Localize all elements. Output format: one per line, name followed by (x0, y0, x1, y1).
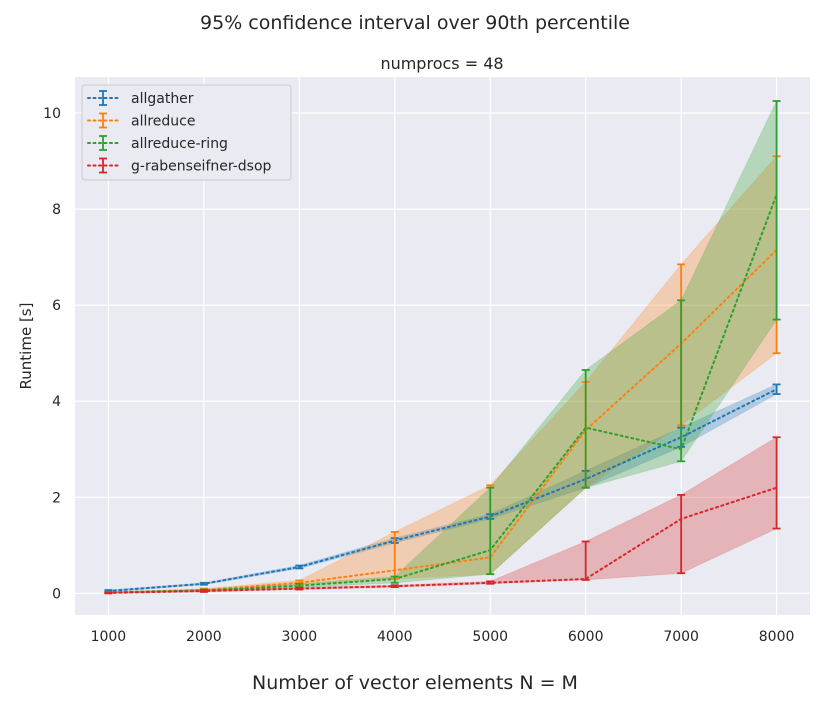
legend-item-allgather: allgather (87, 90, 194, 107)
legend-box (81, 84, 292, 181)
x-tick-label: 1000 (91, 629, 127, 645)
y-tick-label: 8 (52, 202, 61, 218)
y-tick-labels: 0 2 4 6 8 10 (43, 106, 61, 602)
series-line-g-rabenseifner-dsop (107, 486, 778, 594)
legend-item-allreduce-ring: allreduce-ring (87, 135, 228, 152)
x-tick-label: 6000 (568, 629, 604, 645)
x-tick-label: 8000 (759, 629, 795, 645)
legend-item-g-rabenseifner-dsop: g-rabenseifner-dsop (87, 157, 272, 175)
figure-suptitle: 95% confidence interval over 90th percen… (200, 12, 630, 34)
x-tick-label: 3000 (281, 629, 317, 645)
legend-label-allreduce: allreduce (131, 114, 196, 130)
legend-item-allreduce: allreduce (87, 112, 196, 130)
legend-label-allreduce-ring: allreduce-ring (131, 136, 228, 152)
y-tick-label: 2 (52, 490, 61, 506)
y-tick-label: 6 (52, 298, 61, 314)
y-tick-label: 4 (52, 394, 61, 410)
x-tick-label: 7000 (663, 629, 699, 645)
y-tick-label: 0 (52, 586, 61, 602)
legend: allgather allreduce allreduce-ring g-rabens… (81, 84, 292, 181)
legend-label-g-rabenseifner-dsop: g-rabenseifner-dsop (131, 159, 272, 175)
x-tick-label: 4000 (377, 629, 413, 645)
series-lines (107, 193, 778, 594)
error-bars (104, 100, 781, 595)
subplot-title: numprocs = 48 (380, 54, 503, 73)
x-axis-label: Number of vector elements N = M (252, 672, 578, 694)
y-axis-label: Runtime [s] (17, 303, 35, 390)
x-tick-labels: 1000 2000 3000 4000 5000 6000 7000 8000 (91, 629, 795, 645)
x-tick-label: 5000 (472, 629, 508, 645)
series-line-allgather (107, 388, 778, 592)
legend-label-allgather: allgather (131, 91, 194, 107)
x-tick-label: 2000 (186, 629, 222, 645)
y-tick-label: 10 (43, 106, 61, 122)
